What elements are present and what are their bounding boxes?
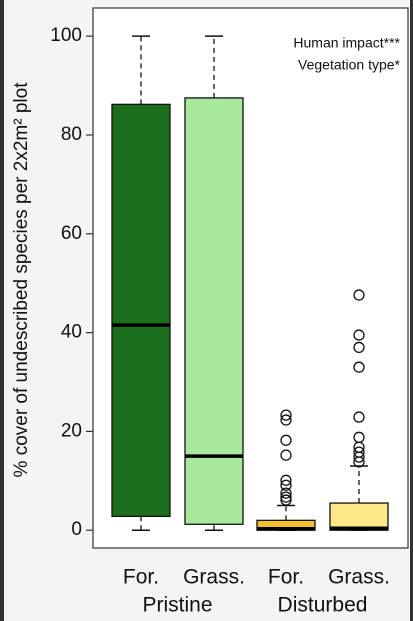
y-tick-label: 80 [61,124,82,145]
annotation: Human impact*** [293,35,400,51]
y-tick-label: 20 [61,420,82,441]
x-tick-label: For. [123,566,159,589]
outlier [353,451,365,463]
outlier [280,449,292,461]
x-tick-label: Grass. [328,566,390,589]
y-tick-label: 60 [61,223,82,244]
box [184,97,244,525]
outlier [280,414,292,426]
outlier [353,456,365,468]
outlier [280,479,292,491]
outlier [353,361,365,373]
outlier [280,487,292,499]
group-label: Pristine [142,594,212,617]
y-tick-label: 100 [50,25,82,46]
annotation: Vegetation type* [298,57,401,73]
box [111,103,171,518]
outlier [280,474,292,486]
x-tick-label: For. [268,566,304,589]
group-label: Disturbed [278,594,368,617]
box [329,502,389,531]
outlier [280,494,292,506]
outlier [353,329,365,341]
outlier [353,341,365,354]
x-tick-label: Grass. [183,566,245,589]
y-tick-label: 0 [71,519,82,540]
outlier [280,491,292,503]
outlier [353,289,365,301]
y-axis-label: % cover of undescribed species per 2x2m²… [11,82,32,478]
outlier [280,409,292,421]
outlier [280,434,292,446]
outlier [353,411,365,423]
y-tick-label: 40 [61,322,82,343]
